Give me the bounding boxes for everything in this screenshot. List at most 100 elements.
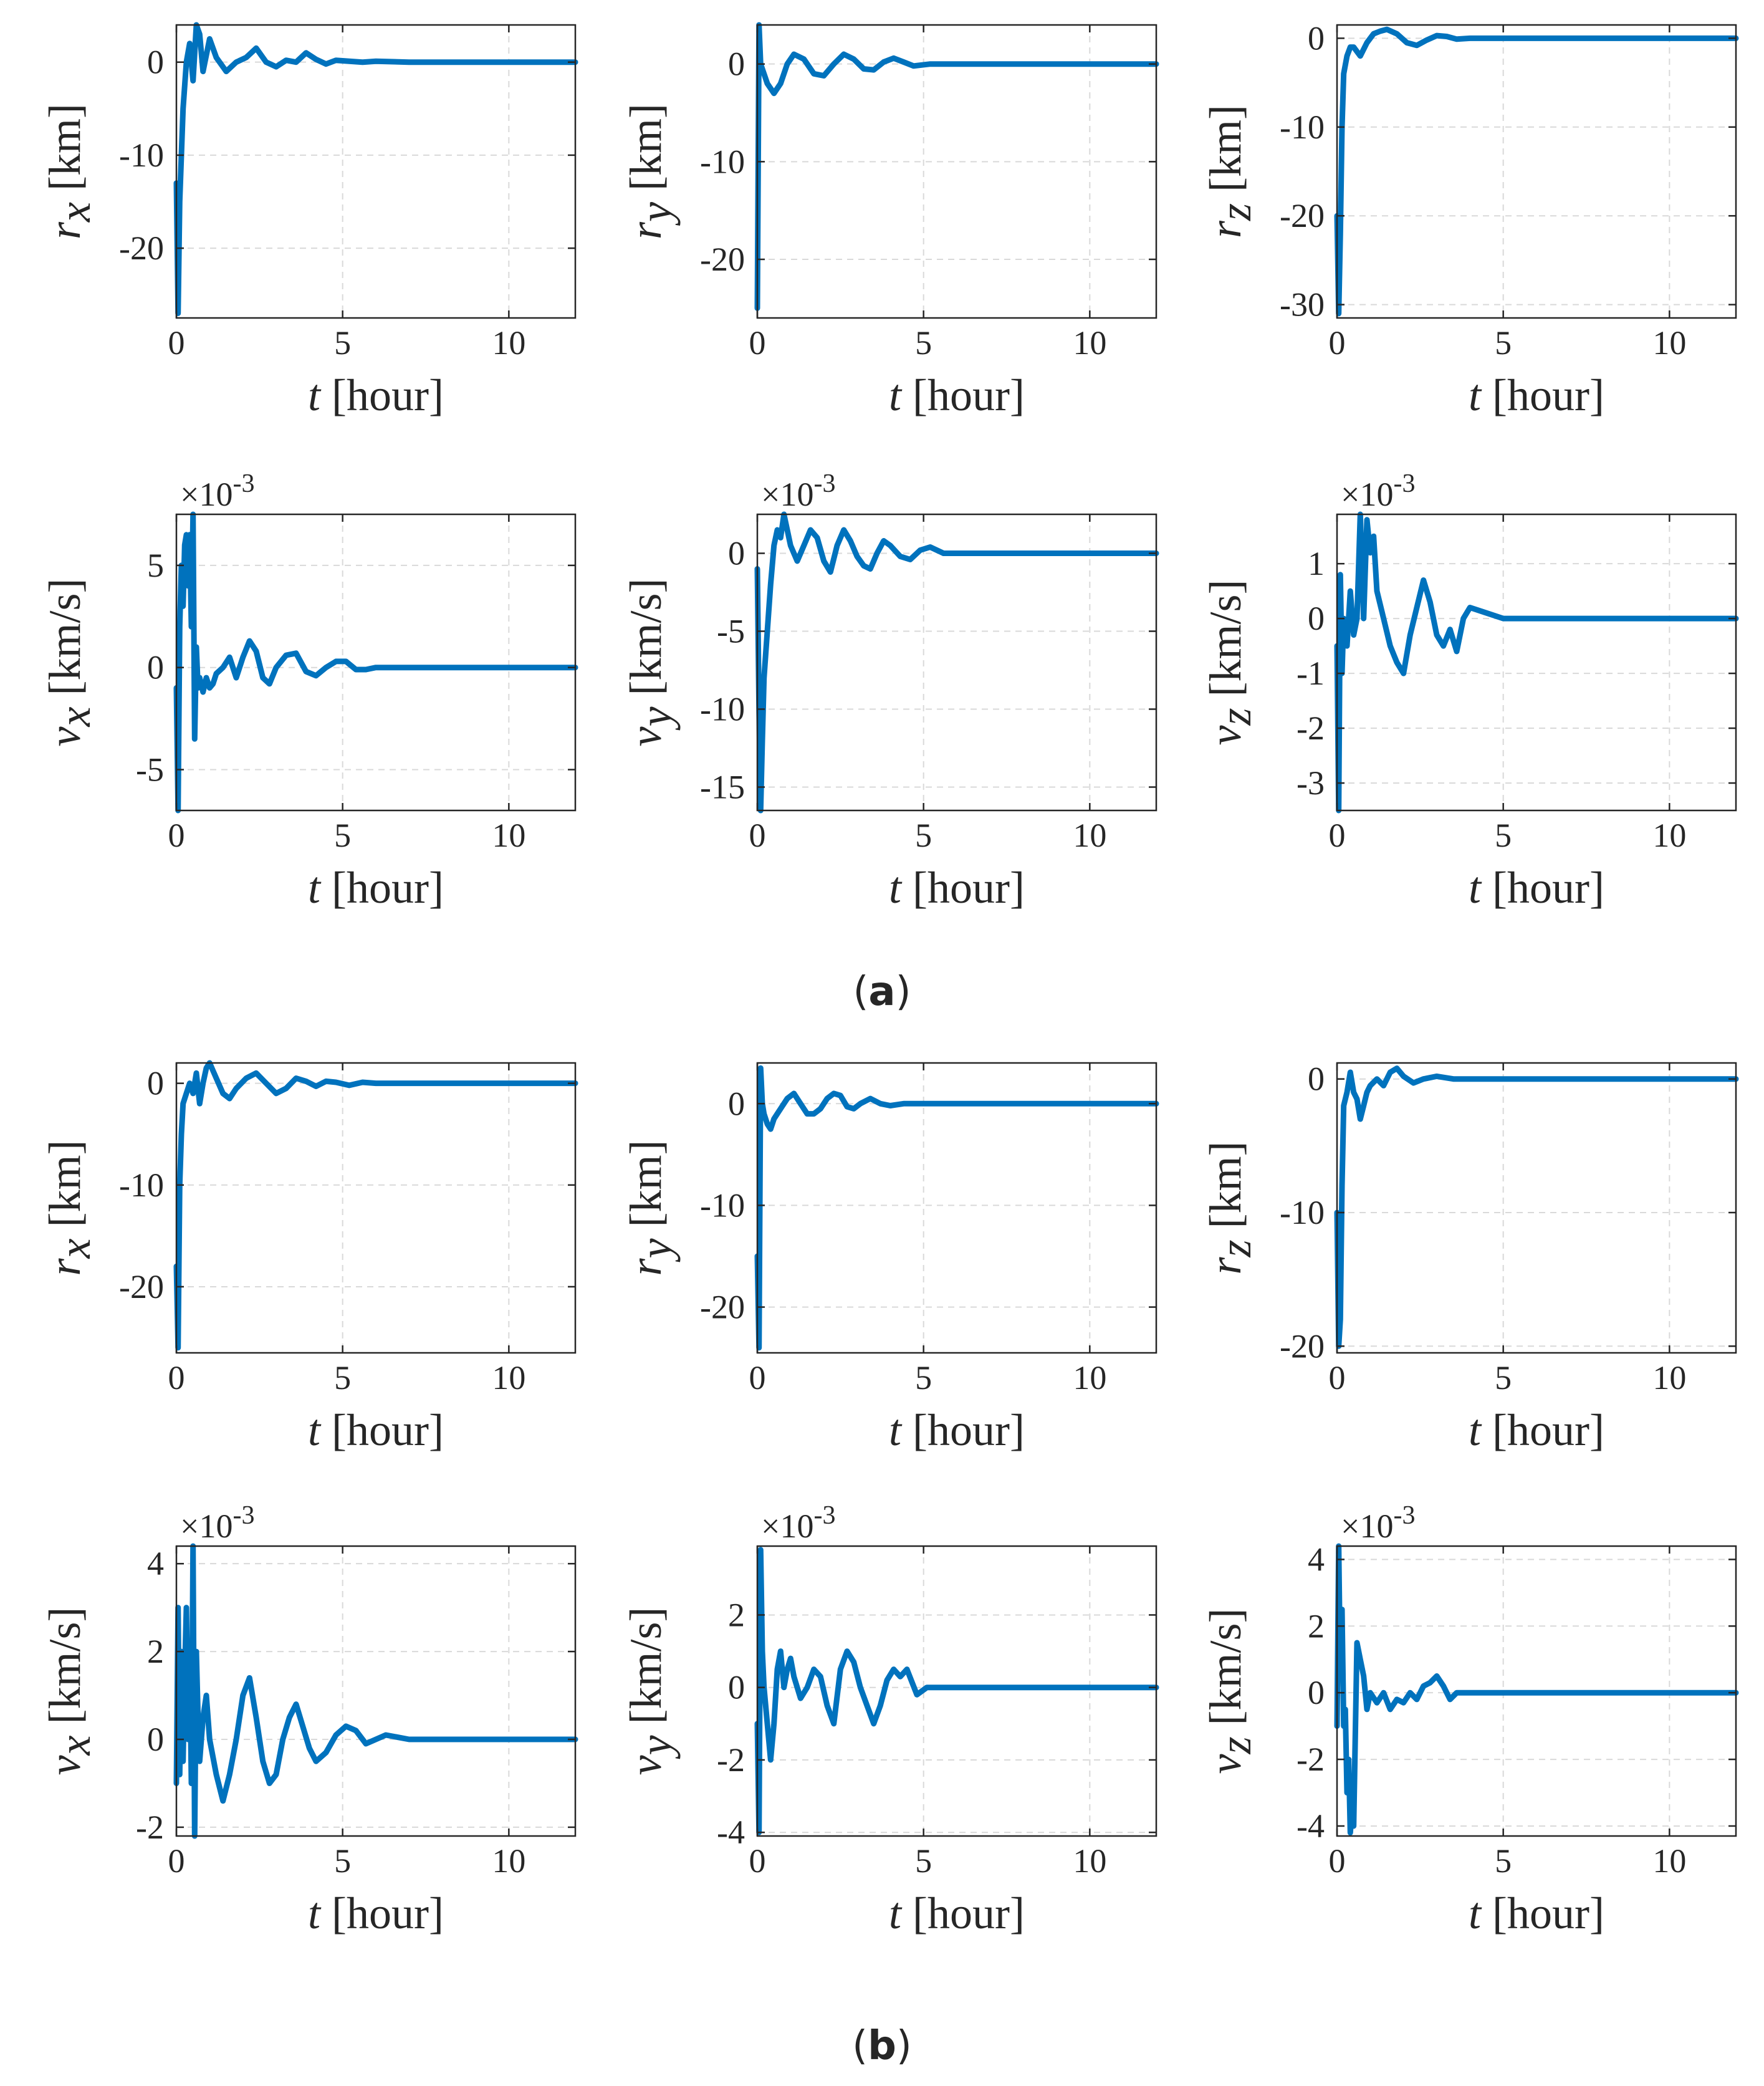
caption-a: (a) xyxy=(853,969,911,1015)
y-tick-label: 0 xyxy=(1308,1674,1325,1711)
x-axis-label: t [hour] xyxy=(889,863,1025,913)
y-axis-label-var: r xyxy=(621,1257,671,1276)
y-tick-label: -15 xyxy=(700,769,745,806)
x-axis-label-var: t xyxy=(889,863,913,913)
y-tick-label: -2 xyxy=(717,1741,745,1779)
x-axis-label-var: t xyxy=(889,1405,913,1455)
subplot-a-rz: 0 5 10 0 -10 -20 -30 t [hour] rz [km] xyxy=(1201,19,1739,420)
y-tick-label: -10 xyxy=(119,137,164,174)
y-tick-label: -20 xyxy=(1280,1327,1325,1365)
axes-box xyxy=(756,1545,1158,1837)
plot-area xyxy=(176,1546,575,1836)
axes-box xyxy=(175,24,577,319)
x-tick-label: 0 xyxy=(168,1842,185,1880)
y-tick-label: -10 xyxy=(700,143,745,180)
y-tick-label: 0 xyxy=(1308,1060,1325,1098)
axes-box xyxy=(1336,513,1737,812)
x-axis-label: t [hour] xyxy=(1469,1888,1604,1938)
x-tick-label: 5 xyxy=(915,324,932,362)
y-axis-label: vz [km/s] xyxy=(1201,1608,1260,1774)
y-tick-label: -5 xyxy=(136,751,164,788)
y-tick-label: -2 xyxy=(1297,1741,1325,1778)
y-tick-label: -2 xyxy=(136,1809,164,1846)
y-tick-label: 0 xyxy=(147,44,164,81)
exponent-base: ×10 xyxy=(1341,1507,1393,1545)
x-axis-label: t [hour] xyxy=(1469,863,1604,913)
exponent-power: -3 xyxy=(813,469,835,498)
x-tick-label: 10 xyxy=(1652,324,1686,362)
y-tick-label: 0 xyxy=(728,535,745,572)
y-tick-label: 0 xyxy=(1308,600,1325,637)
x-axis-label-unit: [hour] xyxy=(1492,370,1604,420)
exponent-label: ×10-3 xyxy=(1341,1501,1415,1545)
x-axis-label: t [hour] xyxy=(1469,370,1604,420)
x-axis-label: t [hour] xyxy=(889,370,1025,420)
y-axis-label-unit: [km] xyxy=(621,1140,671,1228)
y-axis-label: rz [km] xyxy=(1201,1141,1260,1274)
y-axis-label: rx [km] xyxy=(40,103,100,239)
y-axis-label: vz [km/s] xyxy=(1201,580,1260,746)
y-tick-label: -10 xyxy=(1280,1194,1325,1231)
axes-box xyxy=(175,1545,577,1837)
axes-box xyxy=(756,24,1158,319)
plot-area xyxy=(757,1546,1156,1836)
subplot-b-ry: 0 5 10 0 -10 -20 t [hour] ry [km] xyxy=(621,1062,1159,1455)
subplot-a-ry: 0 5 10 0 -10 -20 t [hour] ry [km] xyxy=(621,22,1159,420)
y-tick-label: -20 xyxy=(700,1289,745,1326)
axes-box xyxy=(1336,24,1737,319)
x-tick-label: 5 xyxy=(334,817,351,854)
y-axis-label-sub: y xyxy=(631,1238,681,1262)
y-axis-label: vy [km/s] xyxy=(621,579,681,747)
x-axis-label-var: t xyxy=(308,863,332,913)
y-axis-label: rz [km] xyxy=(1201,105,1260,238)
y-axis-label-sub: x xyxy=(50,706,100,727)
y-tick-label: -1 xyxy=(1297,655,1325,692)
exponent-base: ×10 xyxy=(180,1507,232,1545)
axes-box xyxy=(1336,1062,1737,1354)
x-axis-label-unit: [hour] xyxy=(913,1888,1025,1938)
x-tick-label: 10 xyxy=(1652,817,1686,854)
y-axis-label-unit: [km/s] xyxy=(621,1607,671,1724)
x-tick-label: 0 xyxy=(1329,1842,1346,1880)
y-axis-label-sub: z xyxy=(1210,708,1260,726)
y-axis-label-sub: z xyxy=(1210,1736,1260,1754)
y-tick-label: -20 xyxy=(1280,197,1325,234)
subplot-b-rx: 0 5 10 0 -10 -20 t [hour] rx [km] xyxy=(40,1060,578,1455)
y-axis-label-sub: y xyxy=(631,202,681,226)
axes-box xyxy=(756,1062,1158,1354)
x-axis-label: t [hour] xyxy=(308,1888,444,1938)
x-axis-label-unit: [hour] xyxy=(1492,1405,1604,1455)
y-axis-label-var: v xyxy=(1201,725,1250,745)
y-tick-label: 0 xyxy=(1308,19,1325,57)
series-line xyxy=(754,22,1159,311)
x-tick-label: 5 xyxy=(1495,1359,1512,1396)
plot-area xyxy=(757,25,1156,318)
y-axis-label: vy [km/s] xyxy=(621,1607,681,1776)
axes-box xyxy=(175,513,577,812)
exponent-label: ×10-3 xyxy=(180,469,254,513)
x-tick-label: 10 xyxy=(492,1842,525,1880)
plot-area xyxy=(176,1063,575,1353)
x-axis-label-var: t xyxy=(1469,370,1492,420)
x-axis-label-unit: [hour] xyxy=(913,1405,1025,1455)
plot-area xyxy=(757,514,1156,810)
subplot-grid: 0 5 100-10-20t [hour]rx[km]0 5 100-10-20t [h… xyxy=(40,19,1739,1938)
y-tick-label: -10 xyxy=(700,691,745,728)
x-axis-label-var: t xyxy=(1469,1888,1492,1938)
x-axis-label-var: t xyxy=(308,1888,332,1938)
y-tick-label: -30 xyxy=(1280,286,1325,324)
y-axis-label-unit: [km] xyxy=(1201,1141,1250,1228)
y-axis-label-var: v xyxy=(40,1755,90,1775)
y-axis-label: rx [km] xyxy=(40,1140,100,1276)
y-axis-label: ry [km] xyxy=(621,1140,681,1276)
x-axis-label-var: t xyxy=(308,1405,332,1455)
x-tick-label: 5 xyxy=(1495,817,1512,854)
y-axis-label-var: v xyxy=(621,1755,671,1775)
x-axis-label-unit: [hour] xyxy=(332,370,444,420)
x-tick-label: 5 xyxy=(334,1842,351,1880)
x-axis-label: t [hour] xyxy=(889,1405,1025,1455)
x-axis-label: t [hour] xyxy=(1469,1405,1604,1455)
y-tick-label: -4 xyxy=(717,1814,745,1851)
